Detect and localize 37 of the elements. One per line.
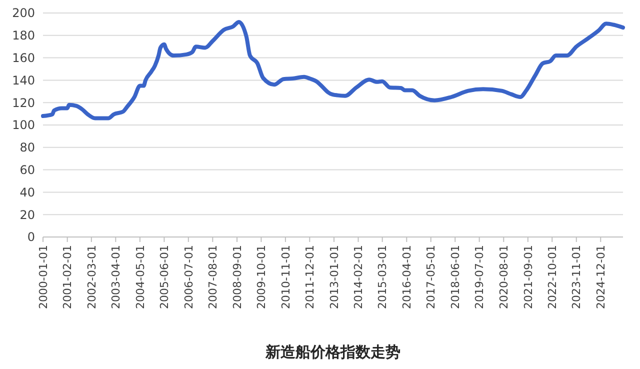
x-tick-label: 2005-06-01 xyxy=(158,245,172,309)
x-tick-label: 2018-06-01 xyxy=(448,245,462,309)
x-tick-label: 2016-04-01 xyxy=(400,245,414,309)
x-tick-label: 2020-08-01 xyxy=(497,245,510,309)
x-tick-label: 2009-10-01 xyxy=(255,245,268,309)
x-tick-label: 2001-02-01 xyxy=(61,245,74,309)
x-tick-label: 2003-04-01 xyxy=(110,245,123,309)
y-tick-label: 140 xyxy=(12,73,35,88)
x-tick-label: 2019-07-01 xyxy=(473,245,486,309)
x-tick-label: 2015-03-01 xyxy=(376,245,390,309)
y-tick-label: 0 xyxy=(27,230,35,244)
x-tick-label: 2022-10-01 xyxy=(546,245,559,309)
x-tick-label: 2007-08-01 xyxy=(206,245,220,309)
y-tick-label: 180 xyxy=(12,28,35,43)
x-tick-label: 2000-01-01 xyxy=(36,245,50,309)
x-tick-label: 2010-11-01 xyxy=(279,245,292,309)
y-tick-label: 60 xyxy=(20,163,35,177)
y-tick-label: 80 xyxy=(20,140,35,155)
x-tick-label: 2021-09-01 xyxy=(522,245,535,309)
y-tick-label: 200 xyxy=(12,6,35,20)
x-tick-label: 2008-09-01 xyxy=(230,245,244,309)
x-tick-label: 2013-01-01 xyxy=(328,245,341,309)
x-tick-label: 2011-12-01 xyxy=(304,245,317,309)
y-tick-label: 40 xyxy=(20,185,35,200)
x-tick-label: 2014-02-01 xyxy=(352,245,366,309)
x-tick-label: 2017-05-01 xyxy=(424,245,438,309)
line-series xyxy=(41,20,625,120)
text: 新造船价格指数走势 xyxy=(264,343,400,361)
y-tick-label: 120 xyxy=(12,96,35,110)
x-tick-label: 2023-11-01 xyxy=(570,245,584,309)
x-tick-label: 2004-05-01 xyxy=(134,245,147,309)
y-tick-label: 100 xyxy=(12,118,35,132)
y-tick-label: 20 xyxy=(20,208,35,222)
x-tick-label: 2006-07-01 xyxy=(182,245,196,309)
y-tick-label: 160 xyxy=(12,51,35,65)
x-tick-label: 2024-12-01 xyxy=(594,245,608,309)
x-tick-label: 2002-03-01 xyxy=(85,245,98,309)
